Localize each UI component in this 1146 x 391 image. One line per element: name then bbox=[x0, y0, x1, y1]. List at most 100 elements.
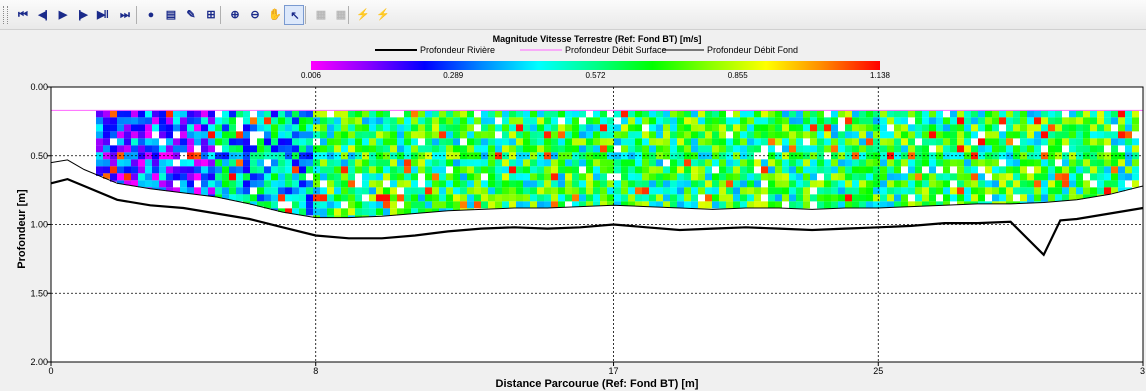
heatmap-cell bbox=[894, 201, 901, 208]
heatmap-cell bbox=[530, 124, 537, 132]
heatmap-cell bbox=[880, 187, 887, 195]
last-frame-button[interactable]: ⏭ bbox=[114, 5, 134, 25]
heatmap-cell bbox=[271, 110, 278, 118]
heatmap-cell bbox=[789, 159, 796, 167]
heatmap-cell bbox=[439, 180, 446, 188]
zoom-in-button[interactable]: ⊕ bbox=[224, 5, 244, 25]
heatmap-cell bbox=[376, 187, 383, 195]
chart-panel[interactable]: Magnitude Vitesse Terrestre (Ref: Fond B… bbox=[0, 31, 1146, 391]
table-view-button[interactable]: ▦ bbox=[310, 5, 330, 25]
heatmap-cell bbox=[1062, 131, 1069, 139]
heatmap-cell bbox=[621, 124, 628, 132]
heatmap-cell bbox=[131, 138, 138, 146]
heatmap-cell bbox=[922, 117, 929, 125]
heatmap-cell bbox=[222, 117, 229, 125]
heatmap-cell bbox=[586, 194, 593, 202]
heatmap-cell bbox=[278, 194, 285, 202]
heatmap-cell bbox=[593, 145, 600, 153]
heatmap-cell bbox=[754, 201, 761, 208]
next-frame-button[interactable]: |▶ bbox=[72, 5, 92, 25]
edit-chart-button[interactable]: ✎ bbox=[180, 5, 200, 25]
heatmap-cell bbox=[628, 138, 635, 146]
heatmap-cell bbox=[292, 201, 299, 209]
heatmap-cell bbox=[740, 131, 747, 139]
heatmap-cell bbox=[684, 124, 691, 132]
grid-button[interactable]: ⊞ bbox=[200, 5, 220, 25]
heatmap-cell bbox=[971, 124, 978, 132]
pan-button[interactable]: ✋ bbox=[264, 5, 284, 25]
heatmap-cell bbox=[453, 159, 460, 167]
heatmap-cell bbox=[705, 173, 712, 181]
play-button[interactable]: ▶ bbox=[52, 5, 72, 25]
heatmap-cell bbox=[761, 138, 768, 146]
heatmap-cell bbox=[166, 166, 173, 174]
heatmap-cell bbox=[663, 187, 670, 195]
heatmap-cell bbox=[992, 117, 999, 125]
heatmap-cell bbox=[537, 173, 544, 181]
y-tick-label: 0.50 bbox=[30, 151, 48, 161]
heatmap-cell bbox=[376, 131, 383, 139]
heatmap-cell bbox=[383, 208, 390, 216]
play-pause-button[interactable]: ▶‖ bbox=[92, 5, 112, 25]
heatmap-cell bbox=[285, 173, 292, 181]
heatmap-cell bbox=[691, 138, 698, 146]
heatmap-cell bbox=[726, 166, 733, 174]
heatmap-cell bbox=[467, 166, 474, 174]
heatmap-cell bbox=[404, 194, 411, 202]
heatmap-cell bbox=[1034, 110, 1041, 118]
y-tick-label: 1.00 bbox=[30, 220, 48, 230]
heatmap-cell bbox=[159, 180, 166, 188]
heatmap-cell bbox=[348, 166, 355, 174]
heatmap-cell bbox=[831, 194, 838, 202]
heatmap-cell bbox=[418, 201, 425, 209]
table-alt-button[interactable]: ▦ bbox=[330, 5, 350, 25]
heatmap-cell bbox=[1069, 180, 1076, 188]
heatmap-cell bbox=[264, 131, 271, 139]
heatmap-cell bbox=[474, 194, 481, 202]
heatmap-cell bbox=[544, 159, 551, 167]
heatmap-cell bbox=[229, 138, 236, 146]
select-pointer-button[interactable]: ↖ bbox=[284, 5, 304, 25]
heatmap-cell bbox=[985, 138, 992, 146]
heatmap-cell bbox=[796, 187, 803, 195]
heatmap-cell bbox=[257, 138, 264, 146]
heatmap-cell bbox=[845, 117, 852, 125]
toolbar-grip[interactable] bbox=[3, 6, 8, 24]
heatmap-cell bbox=[691, 117, 698, 125]
heatmap-cell bbox=[572, 201, 579, 207]
colorbar-tick-label: 0.289 bbox=[443, 71, 464, 80]
heatmap-cell bbox=[173, 117, 180, 125]
heatmap-cell bbox=[1027, 131, 1034, 139]
heatmap-cell bbox=[257, 194, 264, 202]
heatmap-cell bbox=[677, 194, 684, 202]
heatmap-cell bbox=[159, 110, 166, 118]
data-probe-button[interactable]: ● bbox=[140, 5, 160, 25]
heatmap-cell bbox=[243, 180, 250, 188]
zoom-out-button[interactable]: ⊖ bbox=[244, 5, 264, 25]
first-frame-button[interactable]: ⏮ bbox=[12, 5, 32, 25]
heatmap-cell bbox=[775, 201, 782, 208]
heatmap-cell bbox=[530, 173, 537, 181]
heatmap-cell bbox=[880, 131, 887, 139]
heatmap-cell bbox=[103, 152, 110, 160]
heatmap-cell bbox=[264, 124, 271, 132]
heatmap-cell bbox=[719, 166, 726, 174]
heatmap-cell bbox=[894, 110, 901, 118]
heatmap-cell bbox=[194, 152, 201, 160]
properties-button[interactable]: ▤ bbox=[160, 5, 180, 25]
heatmap-cell bbox=[803, 124, 810, 132]
heatmap-cell bbox=[908, 110, 915, 118]
heatmap-cell bbox=[292, 180, 299, 188]
heatmap-cell bbox=[817, 145, 824, 153]
heatmap-cell bbox=[138, 131, 145, 139]
heatmap-cell bbox=[922, 110, 929, 118]
previous-frame-button[interactable]: ◀| bbox=[32, 5, 52, 25]
y-tick-label: 0.00 bbox=[30, 82, 48, 92]
lightning-yellow-button[interactable]: ⚡ bbox=[352, 5, 372, 25]
heatmap-cell bbox=[726, 173, 733, 181]
heatmap-cell bbox=[313, 131, 320, 139]
heatmap-cell bbox=[768, 117, 775, 125]
lightning-red-button[interactable]: ⚡ bbox=[372, 5, 392, 25]
heatmap-cell bbox=[1097, 124, 1104, 132]
select-pointer-icon: ↖ bbox=[290, 10, 299, 22]
